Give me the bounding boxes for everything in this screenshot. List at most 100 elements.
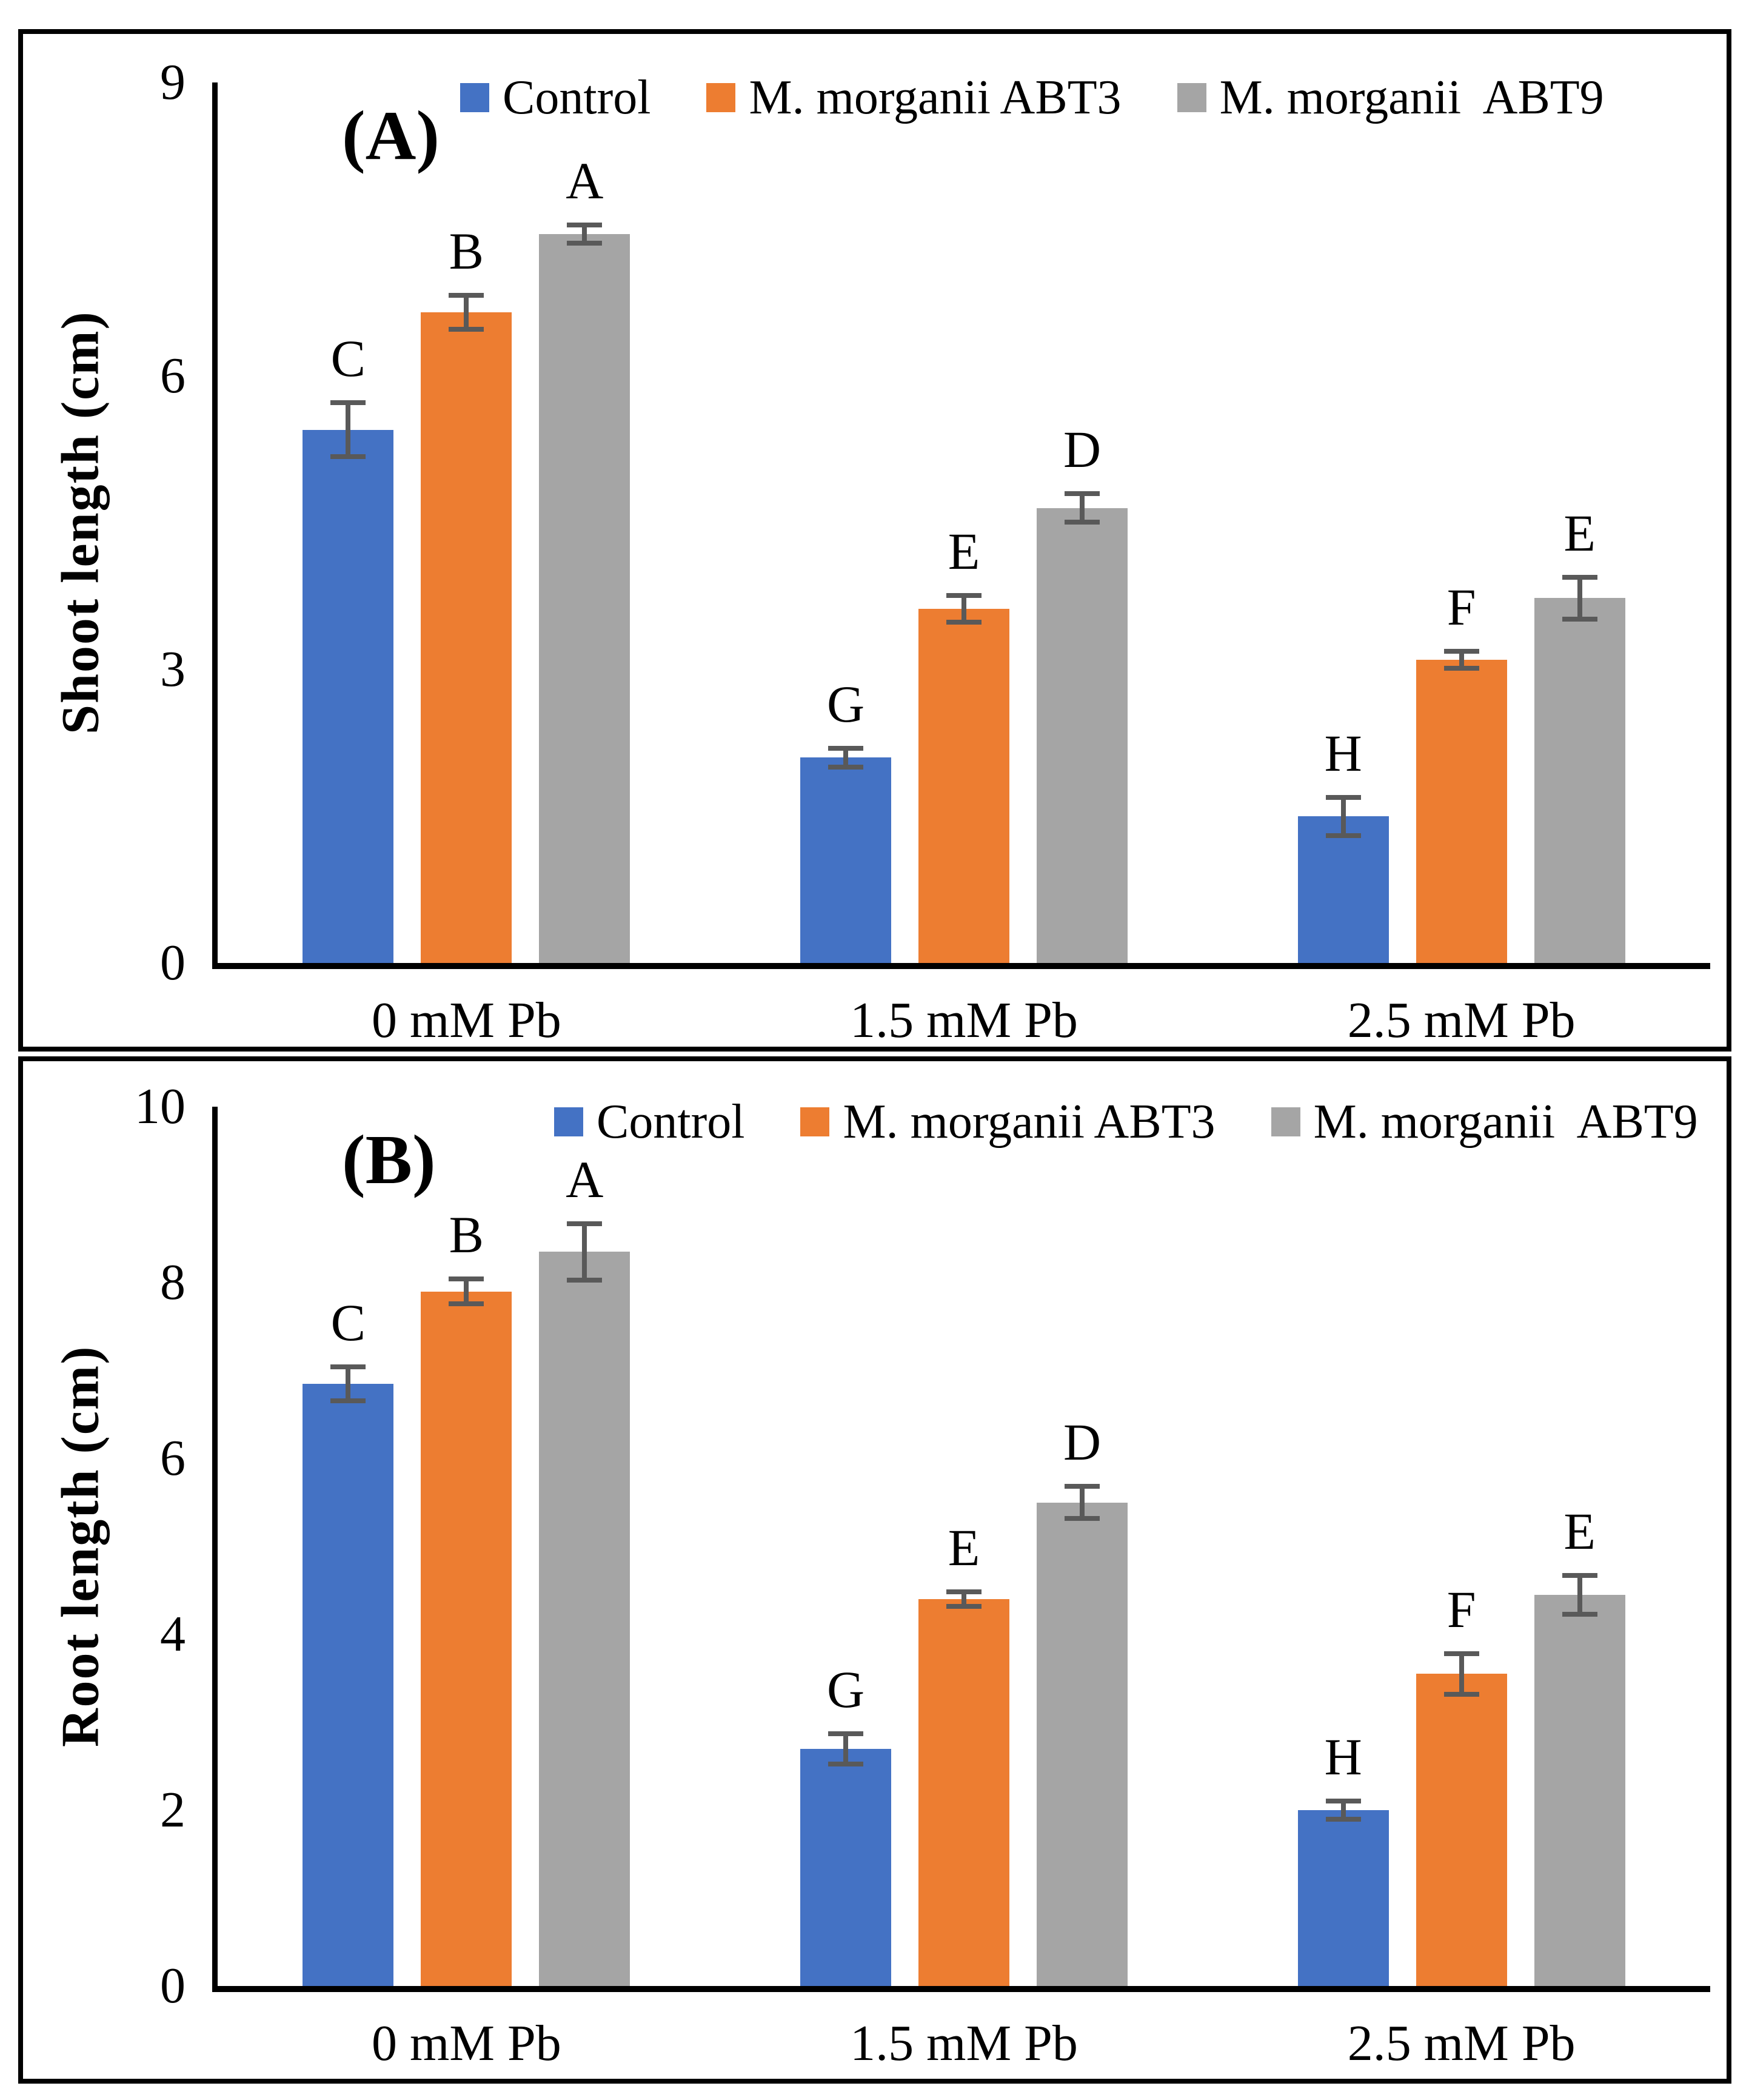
x-category-label: 0 mM Pb [371, 992, 561, 1048]
bar-slot: F [1416, 1107, 1507, 1986]
error-bar [946, 593, 982, 625]
bar [421, 1291, 512, 1986]
error-bar-line [582, 222, 587, 246]
significance-letter: C [330, 329, 366, 388]
legend-swatch-icon [460, 83, 489, 112]
bar [1037, 508, 1128, 963]
error-bar [1443, 649, 1479, 671]
error-bar-line [843, 745, 848, 770]
error-bar [1065, 491, 1100, 525]
legend-item: M. morganii ABT3 [706, 71, 1122, 124]
significance-letter: G [826, 1660, 865, 1719]
bar [1416, 1674, 1507, 1986]
legend-label: M. morganii ABT9 [1219, 71, 1604, 124]
error-bar-cap-bot [449, 1301, 484, 1307]
significance-letter: E [1563, 503, 1596, 562]
plot-area: (B) Control M. morganii ABT3 M. morganii A… [212, 1098, 1710, 1992]
y-tick-label-6: 6 [160, 347, 186, 404]
significance-letter: E [948, 522, 980, 581]
y-tick-label-9: 9 [160, 54, 186, 110]
legend: Control M. morganii ABT3 M. morganii ABT9 [554, 1089, 1698, 1155]
bar-slot: A [539, 82, 630, 963]
bar-slot: E [918, 1107, 1009, 1986]
legend-item: M. morganii ABT9 [1177, 73, 1604, 122]
error-bar-line [961, 593, 966, 625]
error-bar-cap-bot [1562, 616, 1597, 622]
bar [1416, 659, 1507, 963]
bar [539, 1252, 630, 1986]
bar [1534, 1594, 1625, 1986]
panel-label-b: (B) [342, 1121, 436, 1199]
significance-letter: F [1446, 578, 1476, 637]
legend-swatch-icon [706, 83, 736, 112]
error-bar-line [1080, 1484, 1085, 1521]
error-bar-line [1340, 794, 1346, 838]
bar-slot: D [1037, 82, 1128, 963]
bar [1037, 1502, 1128, 1986]
significance-letter: C [330, 1293, 366, 1352]
error-bar-cap-bot [828, 764, 863, 770]
bar-groups: C B A G E D H F E [218, 1107, 1710, 1986]
error-bar-cap-bot [449, 327, 484, 332]
x-category-label: 0 mM Pb [371, 2015, 561, 2071]
y-tick-label-2: 2 [160, 1782, 186, 1838]
bar-slot: C [303, 82, 394, 963]
legend-label: M. morganii ABT3 [749, 71, 1122, 124]
bar-slot: B [421, 82, 512, 963]
bar-slot: F [1416, 82, 1507, 963]
y-tick-label-6: 6 [160, 1430, 186, 1486]
y-tick-label-0: 0 [160, 934, 186, 991]
error-bar-line [1459, 1651, 1464, 1697]
legend-item: M. morganii ABT9 [1271, 1098, 1698, 1146]
error-bar [828, 1731, 863, 1766]
error-bar [1325, 794, 1361, 838]
y-tick-label-8: 8 [160, 1254, 186, 1310]
error-bar-line [582, 1221, 587, 1283]
legend-item: Control [460, 73, 650, 122]
significance-letter: H [1324, 1728, 1362, 1786]
legend-label: Control [503, 71, 651, 124]
bar [303, 429, 394, 963]
bar [1297, 816, 1389, 963]
error-bar-cap-bot [567, 241, 603, 246]
y-axis-ticks: 0 3 6 9 [23, 57, 186, 988]
error-bar-cap-bot [1065, 1515, 1100, 1521]
x-category-label: 2.5 mM Pb [1347, 992, 1576, 1048]
error-bar-line [464, 1276, 469, 1307]
legend-swatch-icon [1177, 83, 1206, 112]
bar [303, 1383, 394, 1986]
significance-letter: H [1324, 723, 1362, 782]
error-bar [449, 1276, 484, 1307]
error-bar-line [346, 1364, 351, 1403]
bar [1534, 598, 1625, 963]
error-bar [330, 1364, 366, 1403]
bar-slot: E [918, 82, 1009, 963]
y-tick-label-4: 4 [160, 1606, 186, 1662]
bar-slot: H [1297, 82, 1389, 963]
error-bar [1325, 1799, 1361, 1822]
significance-letter: F [1446, 1580, 1476, 1639]
error-bar-line [961, 1589, 966, 1609]
error-bar-line [1577, 574, 1582, 622]
error-bar-cap-bot [1443, 1691, 1479, 1697]
significance-letter: B [449, 1205, 484, 1264]
bar-groups: C B A G E D H F E [218, 82, 1710, 963]
error-bar-line [464, 292, 469, 332]
legend-label: M. morganii ABT3 [843, 1095, 1216, 1149]
bar-slot: C [303, 1107, 394, 1986]
error-bar [946, 1589, 982, 1609]
legend-swatch-icon [800, 1107, 830, 1136]
bar [421, 312, 512, 963]
error-bar [1065, 1484, 1100, 1521]
x-category-label: 1.5 mM Pb [850, 992, 1078, 1048]
error-bar-line [1459, 649, 1464, 671]
error-bar [828, 745, 863, 770]
error-bar-cap-bot [567, 1278, 603, 1283]
significance-letter: A [566, 151, 604, 210]
bar [800, 757, 891, 963]
bar-slot: B [421, 1107, 512, 1986]
error-bar-cap-bot [330, 454, 366, 460]
error-bar-cap-bot [1325, 1816, 1361, 1822]
